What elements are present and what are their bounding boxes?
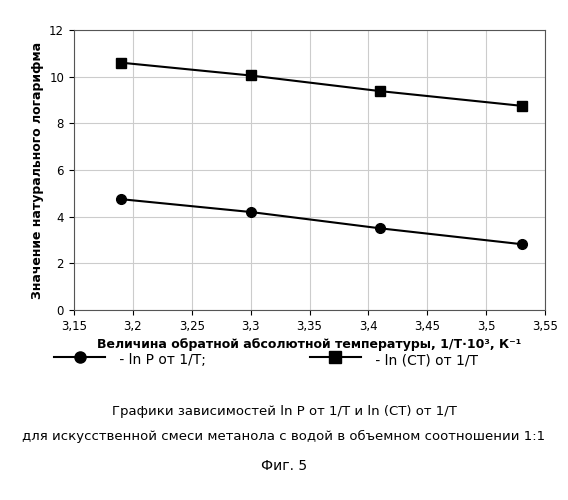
Text: Фиг. 5: Фиг. 5 — [261, 460, 307, 473]
Text: для искусственной смеси метанола с водой в объемном соотношении 1:1: для искусственной смеси метанола с водой… — [23, 430, 545, 444]
X-axis label: Величина обратной абсолютной температуры, 1/Т·10³, К⁻¹: Величина обратной абсолютной температуры… — [98, 338, 521, 351]
Text: Графики зависимостей ln P от 1/T и ln (CТ) от 1/T: Графики зависимостей ln P от 1/T и ln (C… — [111, 405, 457, 417]
Y-axis label: Значение натурального логарифма: Значение натурального логарифма — [31, 42, 44, 298]
Text: - ln (CТ) от 1/T: - ln (CТ) от 1/T — [371, 353, 478, 367]
Text: - ln P от 1/T;: - ln P от 1/T; — [115, 353, 206, 367]
